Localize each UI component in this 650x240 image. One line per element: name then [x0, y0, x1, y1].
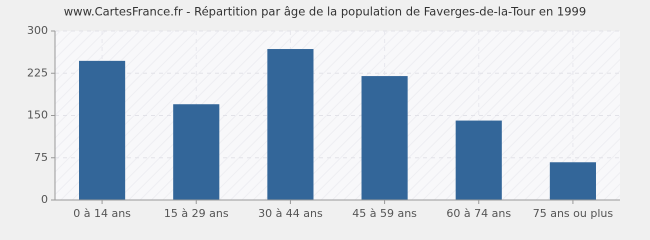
y-tick-label: 150	[27, 109, 48, 122]
x-tick-label: 30 à 44 ans	[258, 207, 323, 220]
bar	[361, 76, 408, 200]
x-tick-label: 45 à 59 ans	[352, 207, 417, 220]
x-tick-label: 0 à 14 ans	[73, 207, 131, 220]
y-tick-label: 300	[27, 24, 48, 37]
x-tick-label: 60 à 74 ans	[446, 207, 511, 220]
page: www.CartesFrance.fr - Répartition par âg…	[27, 4, 620, 220]
y-tick-label: 0	[41, 193, 48, 206]
x-tick-label: 15 à 29 ans	[164, 207, 229, 220]
chart-title: www.CartesFrance.fr - Répartition par âg…	[64, 5, 586, 19]
bar	[455, 120, 502, 200]
bar	[267, 49, 314, 200]
x-tick-label: 75 ans ou plus	[533, 207, 614, 220]
chart: www.CartesFrance.fr - Répartition par âg…	[27, 4, 620, 220]
bar	[173, 104, 220, 200]
bar	[79, 60, 126, 201]
y-tick-label: 75	[34, 151, 48, 164]
y-tick-label: 225	[27, 66, 48, 79]
bar	[549, 162, 596, 200]
